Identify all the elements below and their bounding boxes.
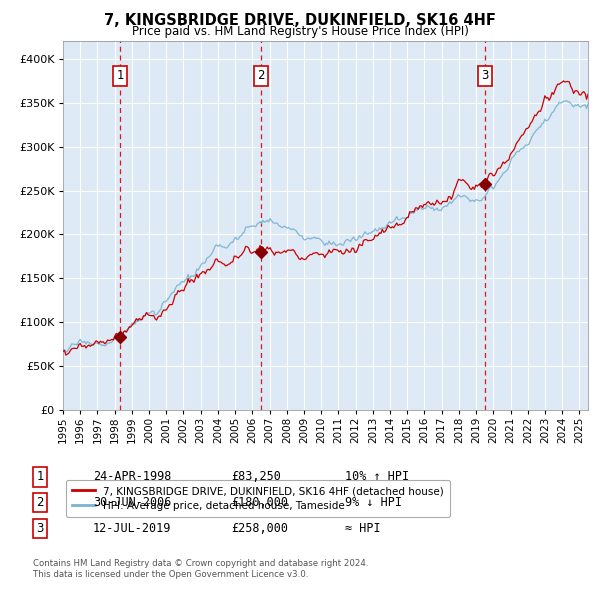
Text: 24-APR-1998: 24-APR-1998 <box>93 470 172 483</box>
Text: 3: 3 <box>37 522 44 535</box>
Text: 30-JUN-2006: 30-JUN-2006 <box>93 496 172 509</box>
Text: 7, KINGSBRIDGE DRIVE, DUKINFIELD, SK16 4HF: 7, KINGSBRIDGE DRIVE, DUKINFIELD, SK16 4… <box>104 13 496 28</box>
Text: £180,000: £180,000 <box>231 496 288 509</box>
Text: 1: 1 <box>116 70 124 83</box>
Text: 10% ↑ HPI: 10% ↑ HPI <box>345 470 409 483</box>
Text: Contains HM Land Registry data © Crown copyright and database right 2024.: Contains HM Land Registry data © Crown c… <box>33 559 368 568</box>
Text: £258,000: £258,000 <box>231 522 288 535</box>
Text: £83,250: £83,250 <box>231 470 281 483</box>
Text: 1: 1 <box>37 470 44 483</box>
Text: Price paid vs. HM Land Registry's House Price Index (HPI): Price paid vs. HM Land Registry's House … <box>131 25 469 38</box>
Text: 2: 2 <box>257 70 265 83</box>
Legend: 7, KINGSBRIDGE DRIVE, DUKINFIELD, SK16 4HF (detached house), HPI: Average price,: 7, KINGSBRIDGE DRIVE, DUKINFIELD, SK16 4… <box>65 480 450 517</box>
Text: 2: 2 <box>37 496 44 509</box>
Text: 9% ↓ HPI: 9% ↓ HPI <box>345 496 402 509</box>
Text: This data is licensed under the Open Government Licence v3.0.: This data is licensed under the Open Gov… <box>33 571 308 579</box>
Text: 12-JUL-2019: 12-JUL-2019 <box>93 522 172 535</box>
Text: 3: 3 <box>482 70 489 83</box>
Text: ≈ HPI: ≈ HPI <box>345 522 380 535</box>
